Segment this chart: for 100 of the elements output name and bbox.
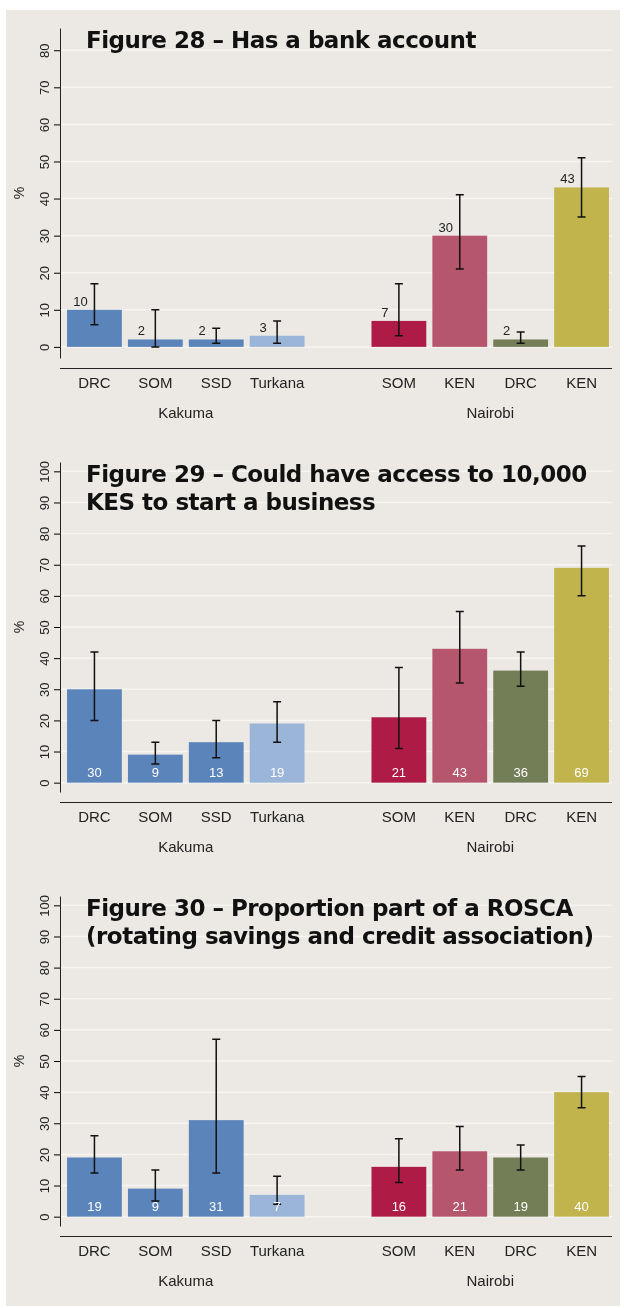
y-tick-label: 50 <box>36 154 52 170</box>
x-tick-label: KEN <box>566 373 597 391</box>
data-label: 43 <box>452 764 468 780</box>
data-label: 2 <box>137 323 145 339</box>
x-tick-label: KEN <box>566 807 597 825</box>
data-label: 2 <box>198 323 206 339</box>
y-tick-label: 40 <box>36 651 52 666</box>
bar <box>371 320 427 347</box>
x-tick-label: DRC <box>78 1241 111 1259</box>
x-tick-label: Turkana <box>249 807 305 825</box>
y-tick-label: 70 <box>36 80 52 96</box>
y-tick-label: 70 <box>36 992 52 1007</box>
y-tick-label: 0 <box>36 343 52 351</box>
y-tick-label: 20 <box>36 1147 52 1163</box>
bar <box>249 723 305 783</box>
y-tick-label: 60 <box>36 117 52 133</box>
y-tick-label: 30 <box>36 228 52 244</box>
text: Kakuma <box>158 1272 214 1289</box>
data-label: 16 <box>391 1198 407 1214</box>
y-tick-label: 100 <box>36 460 52 483</box>
y-tick-label: 60 <box>36 1023 52 1038</box>
x-tick-label: SOM <box>138 1241 173 1259</box>
data-label: 30 <box>438 219 454 235</box>
y-tick-label: 90 <box>36 495 52 511</box>
y-tick-label: 60 <box>36 589 52 604</box>
data-label: 9 <box>151 1198 159 1214</box>
text: Nairobi <box>466 838 514 855</box>
bar <box>67 689 122 783</box>
y-tick-label: 10 <box>36 744 52 760</box>
y-tick-label: 80 <box>36 43 52 58</box>
bar <box>188 742 244 783</box>
x-tick-label: KEN <box>444 807 476 825</box>
text: Kakuma <box>158 838 214 855</box>
data-label: 7 <box>381 304 389 320</box>
text: Figure 30 – Proportion part of a ROSCA (rotating savings and credit association) <box>86 895 594 949</box>
text: Figure 29 – Could have access to 10,000 KES to start a business <box>86 461 587 515</box>
y-axis-title: % <box>11 186 27 200</box>
y-axis-title: % <box>11 620 27 634</box>
x-tick-label: SSD <box>200 373 232 391</box>
x-tick-label: SOM <box>381 373 416 391</box>
x-tick-label: SSD <box>200 807 232 825</box>
y-tick-label: 10 <box>36 303 52 318</box>
bar <box>432 1151 488 1217</box>
text: Kakuma <box>158 404 214 421</box>
data-label: 19 <box>269 764 285 780</box>
bar <box>493 1157 549 1217</box>
bar <box>554 1092 609 1217</box>
data-label: 69 <box>574 764 589 780</box>
bar <box>371 1166 427 1217</box>
y-tick-label: 80 <box>36 960 52 976</box>
bar <box>554 187 609 347</box>
y-tick-label: 70 <box>36 558 52 573</box>
x-tick-label: SOM <box>138 807 173 825</box>
bar <box>432 648 488 783</box>
data-label: 43 <box>560 171 575 187</box>
bar <box>127 1188 183 1217</box>
x-tick-label: KEN <box>566 1241 597 1259</box>
y-tick-label: 50 <box>36 620 52 635</box>
x-tick-label: KEN <box>444 1241 476 1259</box>
data-label: 9 <box>151 764 159 780</box>
data-label: 21 <box>391 764 407 780</box>
bar <box>188 1120 244 1217</box>
x-tick-label: SOM <box>138 373 173 391</box>
data-label: 31 <box>208 1198 224 1214</box>
bar <box>371 717 427 783</box>
bar <box>127 754 183 783</box>
data-label: 30 <box>87 764 102 780</box>
x-tick-label: DRC <box>504 1241 538 1259</box>
data-label: 19 <box>87 1198 102 1214</box>
y-tick-label: 20 <box>36 713 52 729</box>
data-label: 21 <box>452 1198 468 1214</box>
chart-title: Figure 28 – Has a bank account <box>86 27 477 53</box>
bar <box>493 339 549 347</box>
y-tick-label: 0 <box>36 1213 52 1221</box>
data-label: 10 <box>73 293 88 309</box>
y-tick-label: 30 <box>36 682 52 697</box>
y-tick-label: 50 <box>36 1054 52 1069</box>
y-tick-label: 40 <box>36 1085 52 1100</box>
bar <box>67 309 122 347</box>
x-tick-label: DRC <box>504 807 538 825</box>
y-axis-title: % <box>11 1054 27 1068</box>
text: Nairobi <box>466 404 514 421</box>
x-tick-label: Turkana <box>249 1241 305 1259</box>
bar <box>432 235 488 347</box>
data-label: 36 <box>513 764 528 780</box>
x-tick-label: SOM <box>381 1241 416 1259</box>
bar <box>249 1194 305 1217</box>
y-tick-label: 80 <box>36 526 52 542</box>
y-tick-label: 20 <box>36 265 52 281</box>
data-label: 13 <box>208 764 224 780</box>
data-label: 19 <box>513 1198 528 1214</box>
x-tick-label: KEN <box>444 373 476 391</box>
data-label: 3 <box>259 319 267 335</box>
bar <box>188 339 244 347</box>
text: Nairobi <box>466 1272 514 1289</box>
y-tick-label: 0 <box>36 779 52 787</box>
bar <box>554 567 609 783</box>
x-tick-label: Turkana <box>249 373 305 391</box>
bar <box>493 670 549 783</box>
data-label: 2 <box>503 323 511 339</box>
